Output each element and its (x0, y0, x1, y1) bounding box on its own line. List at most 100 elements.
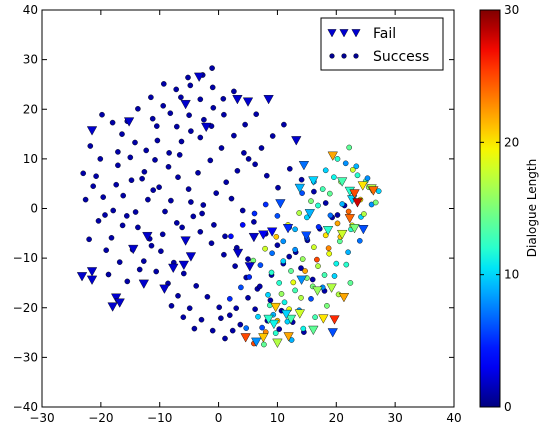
fail-point (283, 332, 294, 342)
success-point (326, 190, 333, 197)
success-point (153, 123, 160, 129)
fail-point (304, 209, 315, 219)
success-point (262, 245, 268, 252)
fail-point (338, 293, 350, 303)
fail-point (242, 97, 254, 107)
success-point (124, 278, 131, 285)
success-point (345, 249, 351, 255)
success-point (191, 325, 198, 332)
fail-point (358, 225, 369, 235)
y-tick-label: 30 (23, 53, 38, 67)
legend: Fail Success (320, 17, 444, 71)
legend-fail-label: Fail (373, 26, 396, 42)
success-point (148, 94, 154, 101)
success-point (281, 121, 287, 128)
fail-point (349, 224, 360, 234)
fail-point (128, 244, 139, 255)
success-point (100, 194, 106, 200)
success-point (97, 156, 104, 162)
fail-point (327, 328, 338, 338)
success-point (253, 111, 260, 117)
success-point (127, 154, 134, 161)
colorbar-tick-label: 10 (504, 268, 519, 282)
success-point (315, 202, 321, 209)
x-tick-label: −20 (88, 411, 113, 425)
success-point (286, 165, 293, 172)
success-point (298, 265, 304, 271)
success-point (272, 330, 279, 336)
success-point (187, 82, 194, 89)
success-point (210, 105, 217, 111)
x-tick-label: −10 (147, 411, 172, 425)
success-point (148, 242, 155, 249)
success-point (322, 167, 329, 174)
success-point (160, 103, 166, 109)
success-point (141, 168, 148, 175)
success-point (331, 273, 338, 279)
y-tick-label: 40 (23, 3, 38, 17)
colorbar-label: Dialogue Length (525, 159, 539, 257)
fail-point (270, 302, 281, 313)
success-point (197, 96, 204, 103)
fail-point (344, 214, 355, 224)
fail-point (294, 309, 305, 319)
success-point (178, 94, 184, 101)
success-point (143, 147, 149, 154)
success-point (135, 224, 141, 231)
fail-point (201, 122, 212, 133)
fail-point (318, 314, 329, 324)
success-point (334, 212, 341, 218)
legend-success-glyph (341, 53, 347, 59)
success-point (334, 156, 341, 162)
success-point (222, 335, 228, 342)
success-point (233, 305, 239, 312)
success-point (246, 274, 252, 280)
success-point (218, 145, 225, 151)
success-point (198, 316, 205, 323)
success-point (276, 280, 283, 286)
success-point (238, 284, 244, 291)
x-tick-label: 20 (329, 411, 344, 425)
success-point (185, 186, 192, 192)
success-point (361, 211, 367, 217)
y-tick-label: −30 (13, 350, 38, 364)
success-point (185, 74, 191, 81)
fail-point (296, 275, 307, 285)
fail-point (281, 309, 292, 320)
fail-point (368, 186, 379, 196)
success-point (139, 175, 145, 182)
success-point (325, 245, 332, 251)
success-point (231, 88, 237, 95)
success-point (173, 86, 179, 93)
success-point (274, 213, 281, 219)
success-point (267, 297, 274, 304)
fail-point (326, 283, 337, 293)
success-point (165, 163, 172, 170)
success-point (199, 210, 205, 217)
success-point (226, 312, 233, 319)
success-point (200, 202, 207, 208)
success-point (209, 65, 215, 71)
fail-point (308, 325, 319, 336)
success-point (113, 181, 119, 188)
success-point (197, 228, 204, 235)
fail-point (294, 183, 305, 194)
fail-point (298, 161, 310, 171)
success-point (347, 280, 354, 286)
success-point (150, 187, 156, 193)
success-point (136, 266, 143, 273)
success-point (175, 174, 181, 180)
success-point (275, 184, 281, 191)
x-axis: −30 −20 −10 0 10 20 30 40 (29, 10, 462, 425)
success-point (315, 263, 321, 269)
success-point (311, 188, 317, 195)
success-point (327, 212, 334, 219)
legend-success-label: Success (373, 49, 429, 65)
success-point (308, 295, 314, 302)
success-point (308, 198, 314, 204)
fail-point (159, 284, 170, 294)
colorbar-gradient (479, 9, 501, 408)
success-point (103, 247, 109, 253)
success-point (90, 183, 96, 189)
success-point (343, 261, 350, 268)
